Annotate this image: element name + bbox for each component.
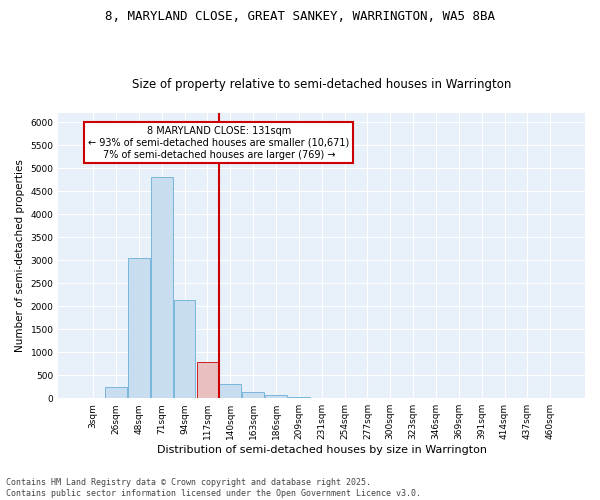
Bar bbox=[242, 392, 264, 398]
X-axis label: Distribution of semi-detached houses by size in Warrington: Distribution of semi-detached houses by … bbox=[157, 445, 487, 455]
Bar bbox=[128, 258, 150, 398]
Bar bbox=[105, 387, 127, 398]
Bar bbox=[174, 300, 196, 398]
Bar bbox=[288, 396, 310, 398]
Title: Size of property relative to semi-detached houses in Warrington: Size of property relative to semi-detach… bbox=[132, 78, 511, 91]
Bar bbox=[265, 395, 287, 398]
Bar bbox=[197, 362, 218, 398]
Text: 8, MARYLAND CLOSE, GREAT SANKEY, WARRINGTON, WA5 8BA: 8, MARYLAND CLOSE, GREAT SANKEY, WARRING… bbox=[105, 10, 495, 23]
Y-axis label: Number of semi-detached properties: Number of semi-detached properties bbox=[15, 159, 25, 352]
Bar bbox=[220, 384, 241, 398]
Bar bbox=[151, 178, 173, 398]
Text: Contains HM Land Registry data © Crown copyright and database right 2025.
Contai: Contains HM Land Registry data © Crown c… bbox=[6, 478, 421, 498]
Text: 8 MARYLAND CLOSE: 131sqm
← 93% of semi-detached houses are smaller (10,671)
7% o: 8 MARYLAND CLOSE: 131sqm ← 93% of semi-d… bbox=[88, 126, 350, 160]
